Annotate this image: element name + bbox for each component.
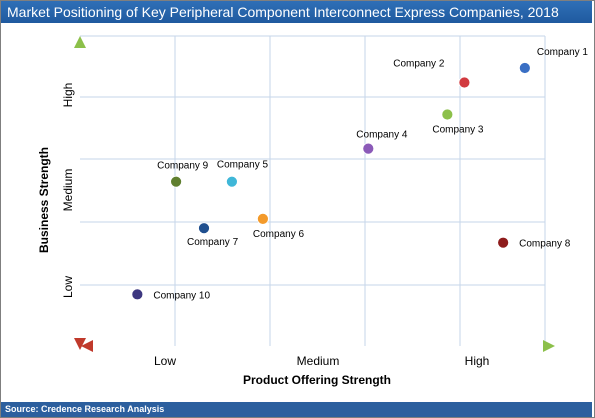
point-label: Company 2 <box>393 59 445 70</box>
scatter-point <box>458 76 471 89</box>
grid-lines <box>80 35 546 346</box>
source-note: Source: Credence Research Analysis <box>1 402 592 417</box>
point-label: Company 9 <box>157 161 209 172</box>
scatter-point <box>518 62 531 74</box>
y-axis-arrow-bottom <box>74 338 86 350</box>
x-tick-label: Low <box>154 354 176 368</box>
point-label: Company 5 <box>217 160 269 171</box>
scatter-point <box>198 222 210 235</box>
scatter-point <box>497 236 510 249</box>
x-tick-label: High <box>465 354 490 368</box>
scatter-point <box>362 142 375 155</box>
scatter-point <box>170 175 183 188</box>
x-axis-label: Product Offering Strength <box>243 373 391 387</box>
scatter-point <box>131 288 144 301</box>
point-label: Company 6 <box>253 229 305 240</box>
point-label: Company 3 <box>432 125 484 136</box>
y-axis-arrow-top <box>74 36 86 48</box>
tick-labels: Low Medium High Low Medium High <box>61 83 489 368</box>
point-label: Company 7 <box>187 237 239 248</box>
x-axis-arrow-right <box>543 340 555 352</box>
scatter-point <box>256 212 269 225</box>
point-label: Company 1 <box>537 47 589 58</box>
scatter-point <box>225 175 238 188</box>
scatter-point <box>441 108 454 121</box>
axes <box>74 36 555 352</box>
y-tick-label: Low <box>61 276 75 298</box>
point-label: Company 8 <box>519 239 571 250</box>
x-tick-label: Medium <box>297 354 340 368</box>
point-label: Company 4 <box>356 130 408 141</box>
y-tick-label: High <box>61 83 75 108</box>
y-tick-label: Medium <box>61 169 75 212</box>
x-axis-arrow-left <box>81 340 93 352</box>
data-points: Company 1 Company 2 Company 3 Company 4 Comp… <box>131 47 589 301</box>
y-axis-label: Business Strength <box>37 147 51 253</box>
point-label: Company 10 <box>153 290 210 301</box>
chart-title: Market Positioning of Key Peripheral Com… <box>1 1 592 23</box>
